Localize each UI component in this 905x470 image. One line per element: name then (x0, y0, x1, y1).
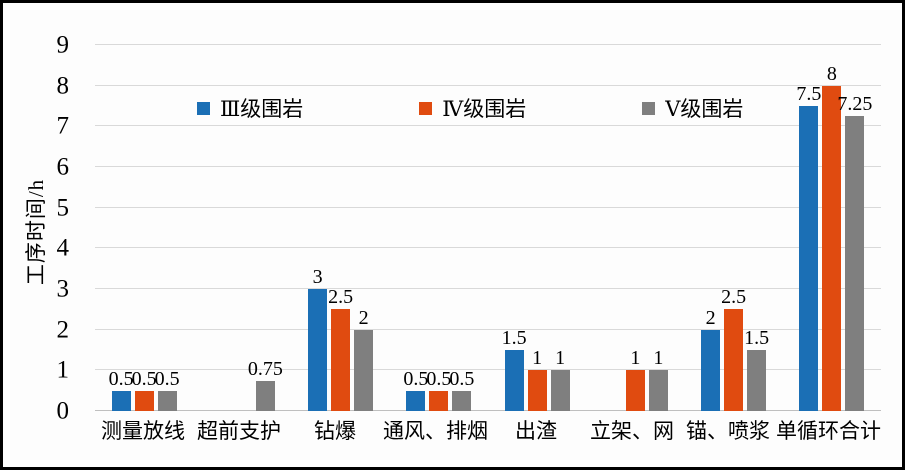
bar-value-label: 0.5 (154, 367, 180, 390)
bar-value-label: 2.5 (721, 286, 747, 309)
bar: 7.25 (837, 93, 872, 411)
bar-value-label: 0.5 (403, 367, 429, 390)
bar: 2.5 (721, 286, 746, 411)
x-category-label: 通风、排烟 (383, 419, 488, 443)
bar: 8 (822, 63, 842, 411)
bar-value-label: 1 (532, 347, 543, 370)
y-tick-label: 0 (56, 397, 70, 425)
x-axis-line (95, 410, 881, 411)
y-tick-label: 4 (56, 234, 70, 262)
plot-area: 0.5 0.5 0.5 0.75 3 2.5 2 0.5 0.5 0.5 1.5 1 1 1 1 2 2.5 1.… (95, 44, 881, 411)
bar-value-label: 7.5 (796, 83, 822, 105)
bar: 0.5 (109, 368, 134, 411)
bar-group: 2 2.5 1.5 (685, 45, 783, 411)
y-tick-label: 1 (56, 356, 70, 384)
x-category-label: 测量放线 (101, 419, 185, 443)
bar-value-label: 1 (555, 347, 566, 370)
gridline (95, 44, 881, 45)
x-axis-labels: 测量放线 超前支护 钻爆 通风、排烟 出渣 立架、网 锚、喷浆 单循环合计 (95, 419, 881, 444)
bar: 0.5 (155, 368, 180, 411)
gridline (95, 328, 881, 330)
x-category-label: 锚、喷浆 (686, 419, 770, 443)
gridline (95, 247, 881, 249)
bar-group: 1.5 1 1 (488, 45, 586, 411)
legend-swatch-icon (642, 101, 656, 115)
legend-item: Ⅳ级围岩 (419, 93, 526, 123)
y-tick-label: 9 (56, 31, 70, 59)
legend-label: Ⅲ级围岩 (220, 97, 304, 121)
bar-group: 0.5 0.5 0.5 (390, 45, 488, 411)
bar: 0.5 (426, 368, 451, 411)
gridline (95, 166, 881, 167)
x-category-label: 立架、网 (590, 419, 674, 443)
bar: 0.5 (132, 368, 157, 411)
bar-value-label: 0.5 (108, 367, 134, 390)
y-tick-label: 2 (56, 316, 70, 344)
gridline (95, 84, 881, 86)
y-tick-label: 3 (56, 275, 70, 303)
bar: 1.5 (502, 327, 527, 411)
x-category-label: 钻爆 (314, 419, 356, 443)
bar-value-label: 3 (312, 266, 323, 288)
bar: 7.5 (796, 83, 821, 411)
bar-value-label: 1.5 (501, 327, 527, 349)
y-tick-label: 5 (56, 194, 70, 222)
bar-value-label: 0.5 (426, 367, 452, 390)
bar: 2.5 (328, 286, 353, 411)
bar-value-label: 0.5 (449, 367, 475, 390)
x-category-label: 超前支护 (197, 419, 281, 443)
bar-value-label: 8 (826, 62, 837, 85)
bar: 2 (354, 307, 374, 411)
legend-item: Ⅴ级围岩 (642, 93, 743, 123)
bar-group: 3 2.5 2 (292, 45, 390, 411)
x-category-label: 单循环合计 (776, 419, 881, 443)
gridline (95, 125, 881, 127)
legend-label: Ⅴ级围岩 (665, 97, 744, 121)
bar-group: 0.5 0.5 0.5 (95, 45, 193, 411)
y-tick-label: 7 (56, 112, 70, 140)
bar: 1 (648, 347, 668, 411)
bar-group: 7.5 8 7.25 (783, 45, 881, 411)
bar-value-label: 1.5 (744, 327, 770, 349)
bar: 1 (625, 347, 645, 411)
bar: 0.75 (248, 358, 283, 411)
bar: 3 (308, 266, 328, 411)
x-category-label: 出渣 (515, 419, 557, 443)
bar-value-label: 1 (653, 347, 664, 370)
bar: 0.5 (449, 368, 474, 411)
bar-value-label: 2.5 (328, 286, 354, 309)
bar-value-label: 7.25 (837, 93, 873, 116)
legend-item: Ⅲ级围岩 (197, 93, 303, 123)
y-tick-label: 8 (56, 72, 70, 100)
bar: 1.5 (744, 327, 769, 411)
legend: Ⅲ级围岩 Ⅳ级围岩 Ⅴ级围岩 (197, 93, 743, 123)
legend-swatch-icon (419, 101, 433, 115)
bar-value-label: 0.75 (247, 357, 283, 380)
bar: 1 (527, 347, 547, 411)
legend-label: Ⅳ级围岩 (442, 97, 527, 121)
bar-value-label: 2 (358, 306, 369, 329)
bar: 1 (550, 347, 570, 411)
gridline (95, 369, 881, 371)
bar-value-label: 1 (630, 347, 641, 370)
gridline (95, 206, 881, 208)
y-tick-label: 6 (56, 153, 70, 181)
bar-value-label: 2 (705, 306, 716, 329)
y-axis-ticks: 0 1 2 3 4 5 6 7 8 9 (3, 33, 85, 424)
bar-group: 0.75 (193, 45, 291, 411)
bar-groups: 0.5 0.5 0.5 0.75 3 2.5 2 0.5 0.5 0.5 1.5 1 1 1 1 2 2.5 1.… (95, 45, 881, 411)
legend-swatch-icon (197, 101, 210, 115)
bar-value-label: 0.5 (131, 367, 157, 390)
bar: 0.5 (403, 368, 428, 411)
bar: 2 (701, 307, 721, 411)
gridline (95, 288, 881, 289)
